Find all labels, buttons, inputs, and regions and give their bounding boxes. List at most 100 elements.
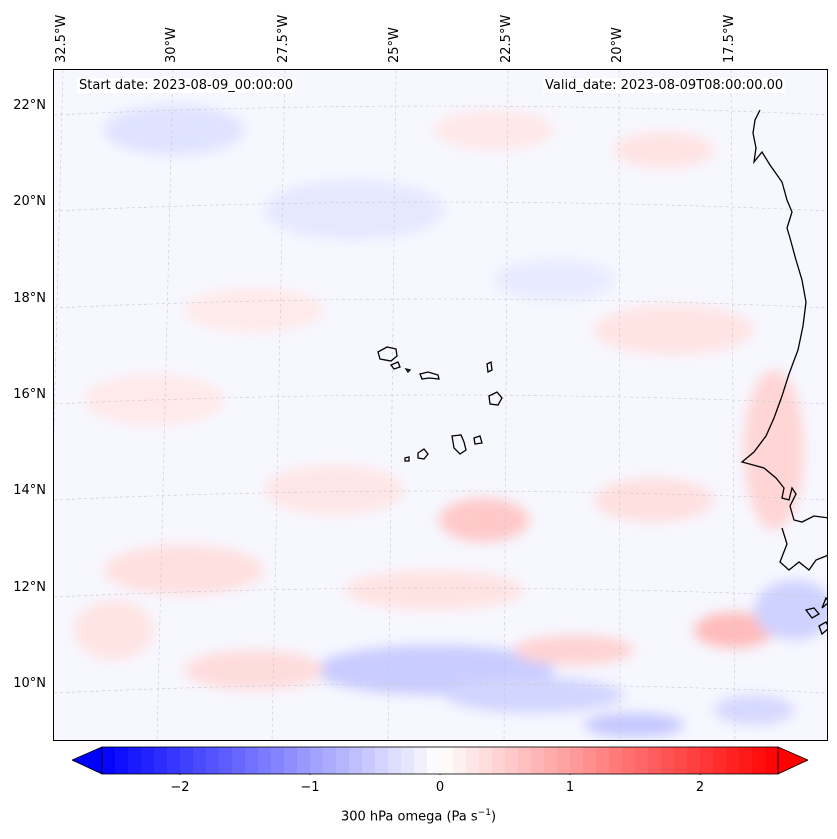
omega-contour-patch [444,677,624,713]
omega-contour-patch [584,713,684,737]
meridian-line [271,70,286,740]
colorbar-step [167,747,181,774]
longitude-label: 22.5°W [499,14,514,63]
omega-contour-patch [74,600,154,660]
meridian-line [156,70,174,740]
omega-contour-patch [184,650,324,690]
colorbar-step [128,747,142,774]
colorbar-step [271,747,285,774]
omega-contour-patch [264,465,404,515]
cape-verde-sao-nicolau [419,371,440,380]
latitude-label: 14°N [13,483,46,498]
omega-contour-patch [494,260,614,300]
colorbar-step [531,747,545,774]
colorbar-step [245,747,259,774]
parallel-line [54,587,827,598]
colorbar-tick-label: 1 [565,780,575,795]
cape-verde-sao-vicente [389,361,401,370]
valid-date-label: Valid_date: 2023-08-09T08:00:00.00 [543,78,786,93]
colorbar-low-extend [72,746,103,775]
cape-verde-fogo [417,448,429,460]
parallel-line [54,105,827,116]
meridian-line [54,70,64,438]
colorbar-high-extend [777,746,808,775]
colorbar-step [401,747,415,774]
colorbar-step [219,747,233,774]
longitude-label: 32.5°W [54,14,69,63]
omega-contours [74,105,827,737]
colorbar-step [414,747,428,774]
colorbar-step [310,747,324,774]
colorbar-step [336,747,350,774]
cape-verde-sal [486,361,493,373]
colorbar-step [102,747,116,774]
parallel-line [54,394,827,405]
omega-contour-patch [264,180,444,240]
omega-contour-patch [754,580,827,640]
colorbar-tick-label: 0 [435,780,445,795]
colorbar-step [557,747,571,774]
parallel-line [54,201,827,212]
omega-contour-patch [714,695,794,725]
colorbar-step [518,747,532,774]
latitude-label: 18°N [13,291,46,306]
omega-contour-patch [694,612,774,648]
colorbar-step [570,747,584,774]
colorbar-step [687,747,701,774]
omega-contour-patch [104,105,244,155]
colorbar-step [141,747,155,774]
colorbar-step [180,747,194,774]
cape-verde-santa-luzia [404,367,412,374]
longitude-label: 20°W [610,27,625,63]
latitude-label: 12°N [13,580,46,595]
cape-verde-maio [473,435,483,445]
colorbar-step [583,747,597,774]
cape-verde-boa-vista [488,391,503,406]
colorbar-step [427,747,441,774]
colorbar-step [323,747,337,774]
longitude-label: 25°W [387,27,402,63]
colorbar-step [622,747,636,774]
longitude-label: 30°W [164,27,179,63]
colorbar-step [258,747,272,774]
colorbar-step [284,747,298,774]
colorbar-step [193,747,207,774]
coastlines [377,109,827,636]
omega-contour-patch [514,635,634,665]
colorbar-label-main: 300 hPa omega (Pa s [340,809,478,825]
meridian-line [387,70,397,740]
colorbar-step [362,747,376,774]
omega-contour-patch [439,498,529,542]
colorbar-label-sup: −1 [477,808,491,818]
colorbar-tick-label: 2 [695,780,705,795]
omega-contour-patch [104,545,264,595]
cape-verde-brava [404,456,410,462]
omega-contour-patch [434,110,554,150]
colorbar-step [466,747,480,774]
parallel-line [54,490,827,501]
omega-contour-patch [344,570,524,610]
colorbar-label-end: ) [490,809,497,825]
colorbar-tick-marks [179,774,701,775]
latitude-label: 10°N [13,676,46,691]
omega-contour-patch [594,478,714,522]
omega-contour-patch [614,132,714,168]
longitude-label: 17.5°W [722,14,737,63]
colorbar-step [206,747,220,774]
cape-verde-santo-antao [377,346,398,362]
africa-coastline-lower [779,527,827,571]
colorbar-step [232,747,246,774]
colorbar-step [297,747,311,774]
cape-verde-santiago [451,434,467,455]
colorbar-step [492,747,506,774]
meridian-line [503,70,509,740]
colorbar-step [115,747,129,774]
colorbar-step [648,747,662,774]
colorbar-step [453,747,467,774]
colorbar-step [700,747,714,774]
colorbar-step [609,747,623,774]
colorbar [72,746,808,775]
colorbar-label: 300 hPa omega (Pa s−1) [0,808,837,824]
omega-contour-patch [84,375,224,425]
colorbar-step [349,747,363,774]
